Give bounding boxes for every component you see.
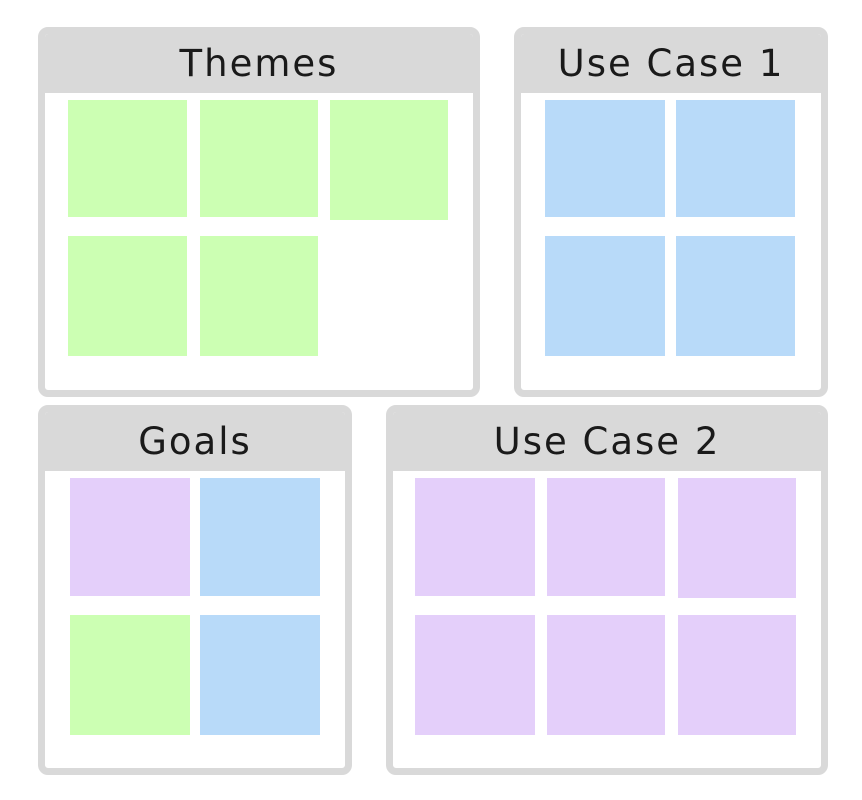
sticky-note[interactable] (415, 478, 535, 596)
frame-title: Use Case 2 (393, 412, 821, 471)
sticky-note[interactable] (330, 100, 448, 220)
sticky-note[interactable] (547, 478, 665, 596)
sticky-note[interactable] (678, 478, 796, 598)
sticky-note[interactable] (200, 478, 320, 596)
sticky-note[interactable] (678, 615, 796, 735)
sticky-note[interactable] (70, 615, 190, 735)
sticky-note[interactable] (200, 100, 318, 217)
sticky-note[interactable] (200, 615, 320, 735)
frame-title: Goals (45, 412, 345, 471)
sticky-note[interactable] (545, 236, 665, 356)
sticky-note[interactable] (676, 236, 795, 356)
frame-goals[interactable]: Goals (38, 405, 352, 775)
sticky-note[interactable] (415, 615, 535, 735)
sticky-note[interactable] (68, 236, 187, 356)
frame-use-case-1[interactable]: Use Case 1 (514, 27, 828, 397)
frame-title: Use Case 1 (521, 34, 821, 93)
sticky-note[interactable] (200, 236, 318, 356)
sticky-note[interactable] (70, 478, 190, 596)
sticky-note[interactable] (547, 615, 665, 735)
frame-title: Themes (45, 34, 473, 93)
sticky-note[interactable] (676, 100, 795, 217)
sticky-note[interactable] (545, 100, 665, 217)
sticky-note[interactable] (68, 100, 187, 217)
frame-use-case-2[interactable]: Use Case 2 (386, 405, 828, 775)
frame-themes[interactable]: Themes (38, 27, 480, 397)
